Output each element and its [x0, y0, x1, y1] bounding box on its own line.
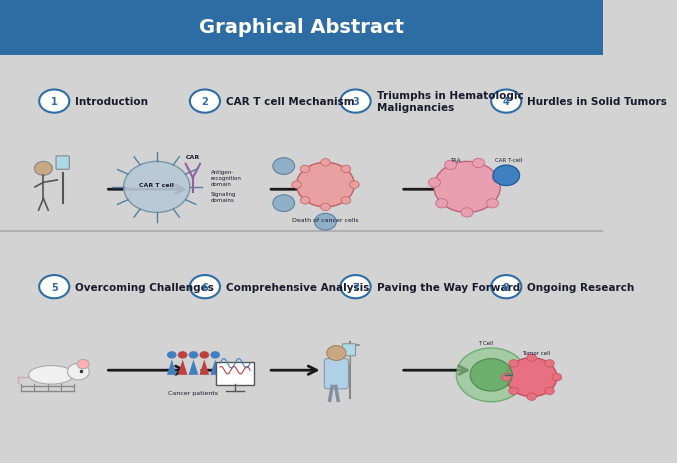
- Circle shape: [492, 174, 504, 183]
- FancyBboxPatch shape: [56, 156, 69, 170]
- Circle shape: [434, 162, 500, 213]
- Circle shape: [35, 162, 52, 176]
- Circle shape: [211, 351, 220, 359]
- Circle shape: [506, 358, 557, 397]
- Circle shape: [552, 374, 562, 381]
- Text: 1: 1: [51, 97, 58, 107]
- Text: Comprehensive Analysis: Comprehensive Analysis: [226, 282, 370, 292]
- Circle shape: [545, 388, 554, 395]
- Circle shape: [321, 159, 330, 167]
- Text: Cancer patients: Cancer patients: [168, 390, 218, 394]
- Text: Introduction: Introduction: [75, 97, 148, 107]
- Text: Death of cancer cells: Death of cancer cells: [292, 218, 359, 222]
- Circle shape: [473, 159, 485, 168]
- Circle shape: [190, 275, 220, 299]
- Text: CAR T cell: CAR T cell: [139, 183, 174, 188]
- Circle shape: [470, 359, 512, 391]
- Circle shape: [492, 275, 521, 299]
- Circle shape: [545, 360, 554, 367]
- Circle shape: [502, 374, 511, 381]
- Circle shape: [492, 90, 521, 113]
- Circle shape: [167, 351, 177, 359]
- Circle shape: [487, 199, 498, 208]
- FancyBboxPatch shape: [0, 56, 603, 232]
- FancyBboxPatch shape: [343, 344, 355, 356]
- Text: Triumphs in Hematologic
Malignancies: Triumphs in Hematologic Malignancies: [376, 91, 523, 113]
- Text: CAR T-cell: CAR T-cell: [494, 157, 522, 162]
- Text: Paving the Way Forward: Paving the Way Forward: [376, 282, 520, 292]
- Circle shape: [124, 162, 190, 213]
- Circle shape: [341, 90, 371, 113]
- Circle shape: [200, 351, 209, 359]
- Circle shape: [300, 166, 310, 173]
- Text: Ongoing Research: Ongoing Research: [527, 282, 634, 292]
- FancyBboxPatch shape: [0, 232, 603, 463]
- Text: 7: 7: [352, 282, 359, 292]
- Polygon shape: [200, 360, 209, 375]
- Text: T Cell: T Cell: [477, 340, 493, 345]
- Circle shape: [300, 197, 310, 205]
- Text: 5: 5: [51, 282, 58, 292]
- Text: CAR T cell Mechanism: CAR T cell Mechanism: [226, 97, 355, 107]
- Circle shape: [461, 208, 473, 218]
- Text: TAA: TAA: [450, 157, 460, 162]
- Text: Overcoming Challenges: Overcoming Challenges: [75, 282, 214, 292]
- Circle shape: [341, 166, 351, 173]
- Polygon shape: [189, 360, 198, 375]
- Circle shape: [39, 90, 69, 113]
- Text: Tumor cell: Tumor cell: [523, 350, 550, 355]
- Circle shape: [327, 346, 346, 361]
- Circle shape: [349, 181, 359, 189]
- Circle shape: [315, 214, 336, 231]
- FancyBboxPatch shape: [324, 359, 349, 389]
- Circle shape: [527, 393, 536, 400]
- Circle shape: [297, 163, 354, 207]
- Text: 3: 3: [352, 97, 359, 107]
- Circle shape: [292, 181, 301, 189]
- Text: CAR: CAR: [185, 155, 200, 160]
- FancyBboxPatch shape: [216, 363, 255, 385]
- Circle shape: [493, 166, 519, 186]
- Polygon shape: [167, 360, 177, 375]
- Text: 2: 2: [202, 97, 209, 107]
- Circle shape: [341, 197, 351, 205]
- Circle shape: [77, 360, 89, 369]
- Circle shape: [273, 195, 294, 212]
- Circle shape: [68, 363, 89, 380]
- Circle shape: [189, 351, 198, 359]
- FancyBboxPatch shape: [0, 0, 603, 56]
- Text: Hurdles in Solid Tumors: Hurdles in Solid Tumors: [527, 97, 668, 107]
- Circle shape: [445, 161, 456, 170]
- Circle shape: [190, 90, 220, 113]
- Circle shape: [321, 204, 330, 211]
- Circle shape: [429, 178, 441, 188]
- Circle shape: [436, 199, 447, 208]
- Polygon shape: [211, 360, 220, 375]
- Circle shape: [509, 360, 519, 367]
- Circle shape: [341, 275, 371, 299]
- Circle shape: [39, 275, 69, 299]
- Text: 8: 8: [503, 282, 510, 292]
- Text: Graphical Abstract: Graphical Abstract: [199, 19, 404, 37]
- Circle shape: [273, 158, 294, 175]
- Text: Signaling
domains: Signaling domains: [211, 191, 236, 202]
- Circle shape: [509, 388, 519, 395]
- Circle shape: [527, 354, 536, 362]
- Text: Antigen-
recognition
domain: Antigen- recognition domain: [211, 169, 242, 187]
- Circle shape: [456, 348, 526, 402]
- Polygon shape: [178, 360, 188, 375]
- Circle shape: [178, 351, 188, 359]
- Text: 4: 4: [503, 97, 510, 107]
- Text: 6: 6: [202, 282, 209, 292]
- Ellipse shape: [28, 366, 74, 384]
